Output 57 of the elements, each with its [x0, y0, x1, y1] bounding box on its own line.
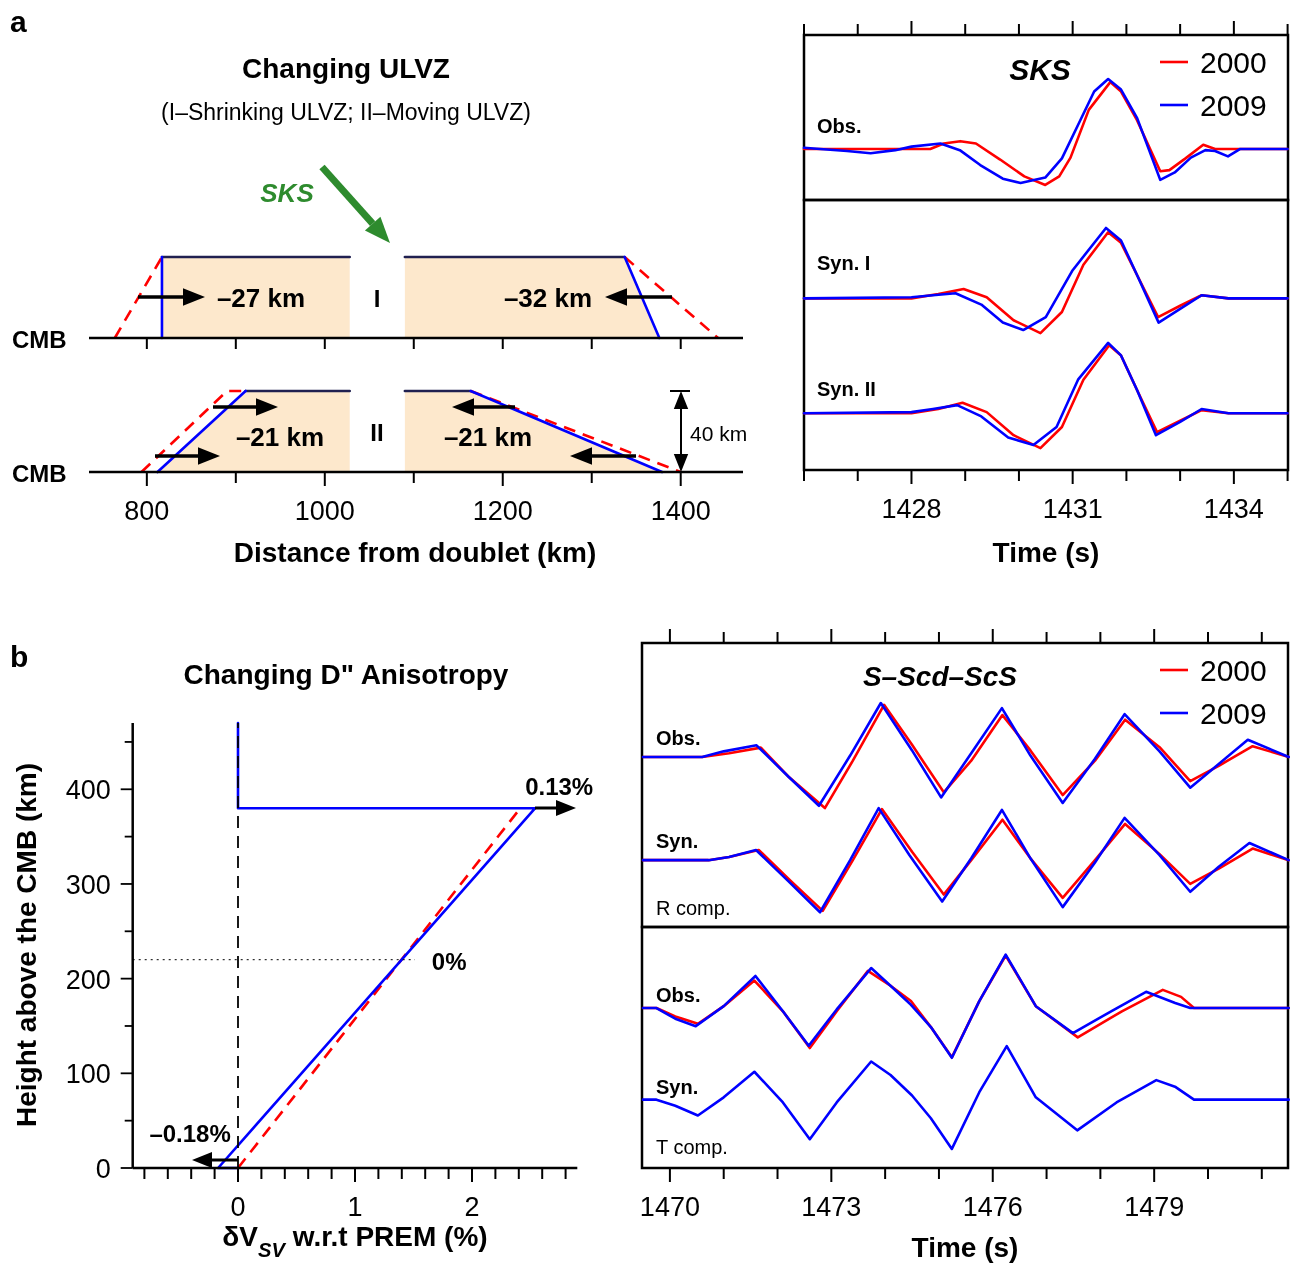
annotation: Syn. I — [817, 252, 871, 274]
annotation: –27 km — [216, 283, 306, 313]
annotation: Obs. — [817, 115, 862, 137]
text: SKS — [260, 178, 315, 208]
text: a — [10, 5, 27, 38]
chart-title: SKS — [1009, 53, 1071, 86]
chart-title: S–Scd–ScS — [862, 661, 1018, 692]
annotation: R comp. — [656, 897, 731, 919]
x-tick-label: 1200 — [472, 496, 533, 526]
chart-title: Changing D" Anisotropy — [183, 659, 509, 690]
annotation: Syn. — [656, 1076, 699, 1098]
legend-label: 2009 — [1200, 89, 1267, 122]
x-tick-label: 1431 — [1042, 494, 1103, 524]
annotation: T comp. — [656, 1136, 728, 1158]
annotation: Obs. — [656, 727, 701, 749]
y-tick-label: 300 — [65, 869, 111, 900]
x-tick-label: 1476 — [962, 1192, 1023, 1222]
x-tick-label: 1470 — [639, 1192, 700, 1222]
x-tick-label: 1000 — [294, 496, 355, 526]
annotation: I — [373, 285, 381, 312]
text: CMB — [12, 326, 67, 353]
annotation: –21 km — [235, 422, 325, 452]
y-tick-label: 100 — [65, 1059, 111, 1090]
legend-label: 2009 — [1200, 697, 1267, 730]
x-axis-title: δV$_{SV}$ w.r.t PREM (%) — [222, 1221, 488, 1261]
x-tick-label: 1473 — [801, 1192, 862, 1222]
annotation: 40 km — [690, 422, 748, 445]
legend-label: 2000 — [1200, 654, 1267, 687]
x-axis-title: Time (s) — [911, 1232, 1019, 1263]
x-tick-label: 1434 — [1203, 494, 1264, 524]
annotation: Obs. — [656, 984, 701, 1006]
x-axis-title: Time (s) — [992, 537, 1100, 568]
annotation: Syn. — [656, 830, 699, 852]
annotation: –21 km — [443, 422, 533, 452]
chart-subtitle: (I–Shrinking ULVZ; II–Moving ULVZ) — [161, 99, 531, 125]
annotation: 0.13% — [525, 773, 594, 801]
y-tick-label: 0 — [95, 1154, 111, 1184]
y-tick-label: 200 — [65, 964, 111, 995]
x-axis-title: Distance from doublet (km) — [233, 537, 597, 568]
annotation: Syn. II — [817, 378, 876, 400]
annotation: –32 km — [503, 283, 593, 313]
annotation: II — [370, 419, 384, 446]
x-tick-label: 1428 — [881, 494, 942, 524]
annotation: 0% — [431, 947, 467, 975]
annotation: –0.18% — [149, 1120, 231, 1147]
y-tick-label: 400 — [65, 775, 111, 806]
x-tick-label: 0 — [230, 1192, 246, 1222]
x-tick-label: 1479 — [1124, 1192, 1185, 1222]
text: b — [10, 640, 29, 673]
y-axis-title: Height above the CMB (km) — [11, 762, 42, 1128]
legend-label: 2000 — [1200, 46, 1267, 79]
x-tick-label: 800 — [124, 496, 170, 526]
x-tick-label: 1400 — [650, 496, 711, 526]
text: CMB — [12, 460, 67, 487]
x-tick-label: 1 — [347, 1192, 363, 1222]
x-tick-label: 2 — [464, 1192, 480, 1222]
chart-title: Changing ULVZ — [242, 53, 450, 84]
